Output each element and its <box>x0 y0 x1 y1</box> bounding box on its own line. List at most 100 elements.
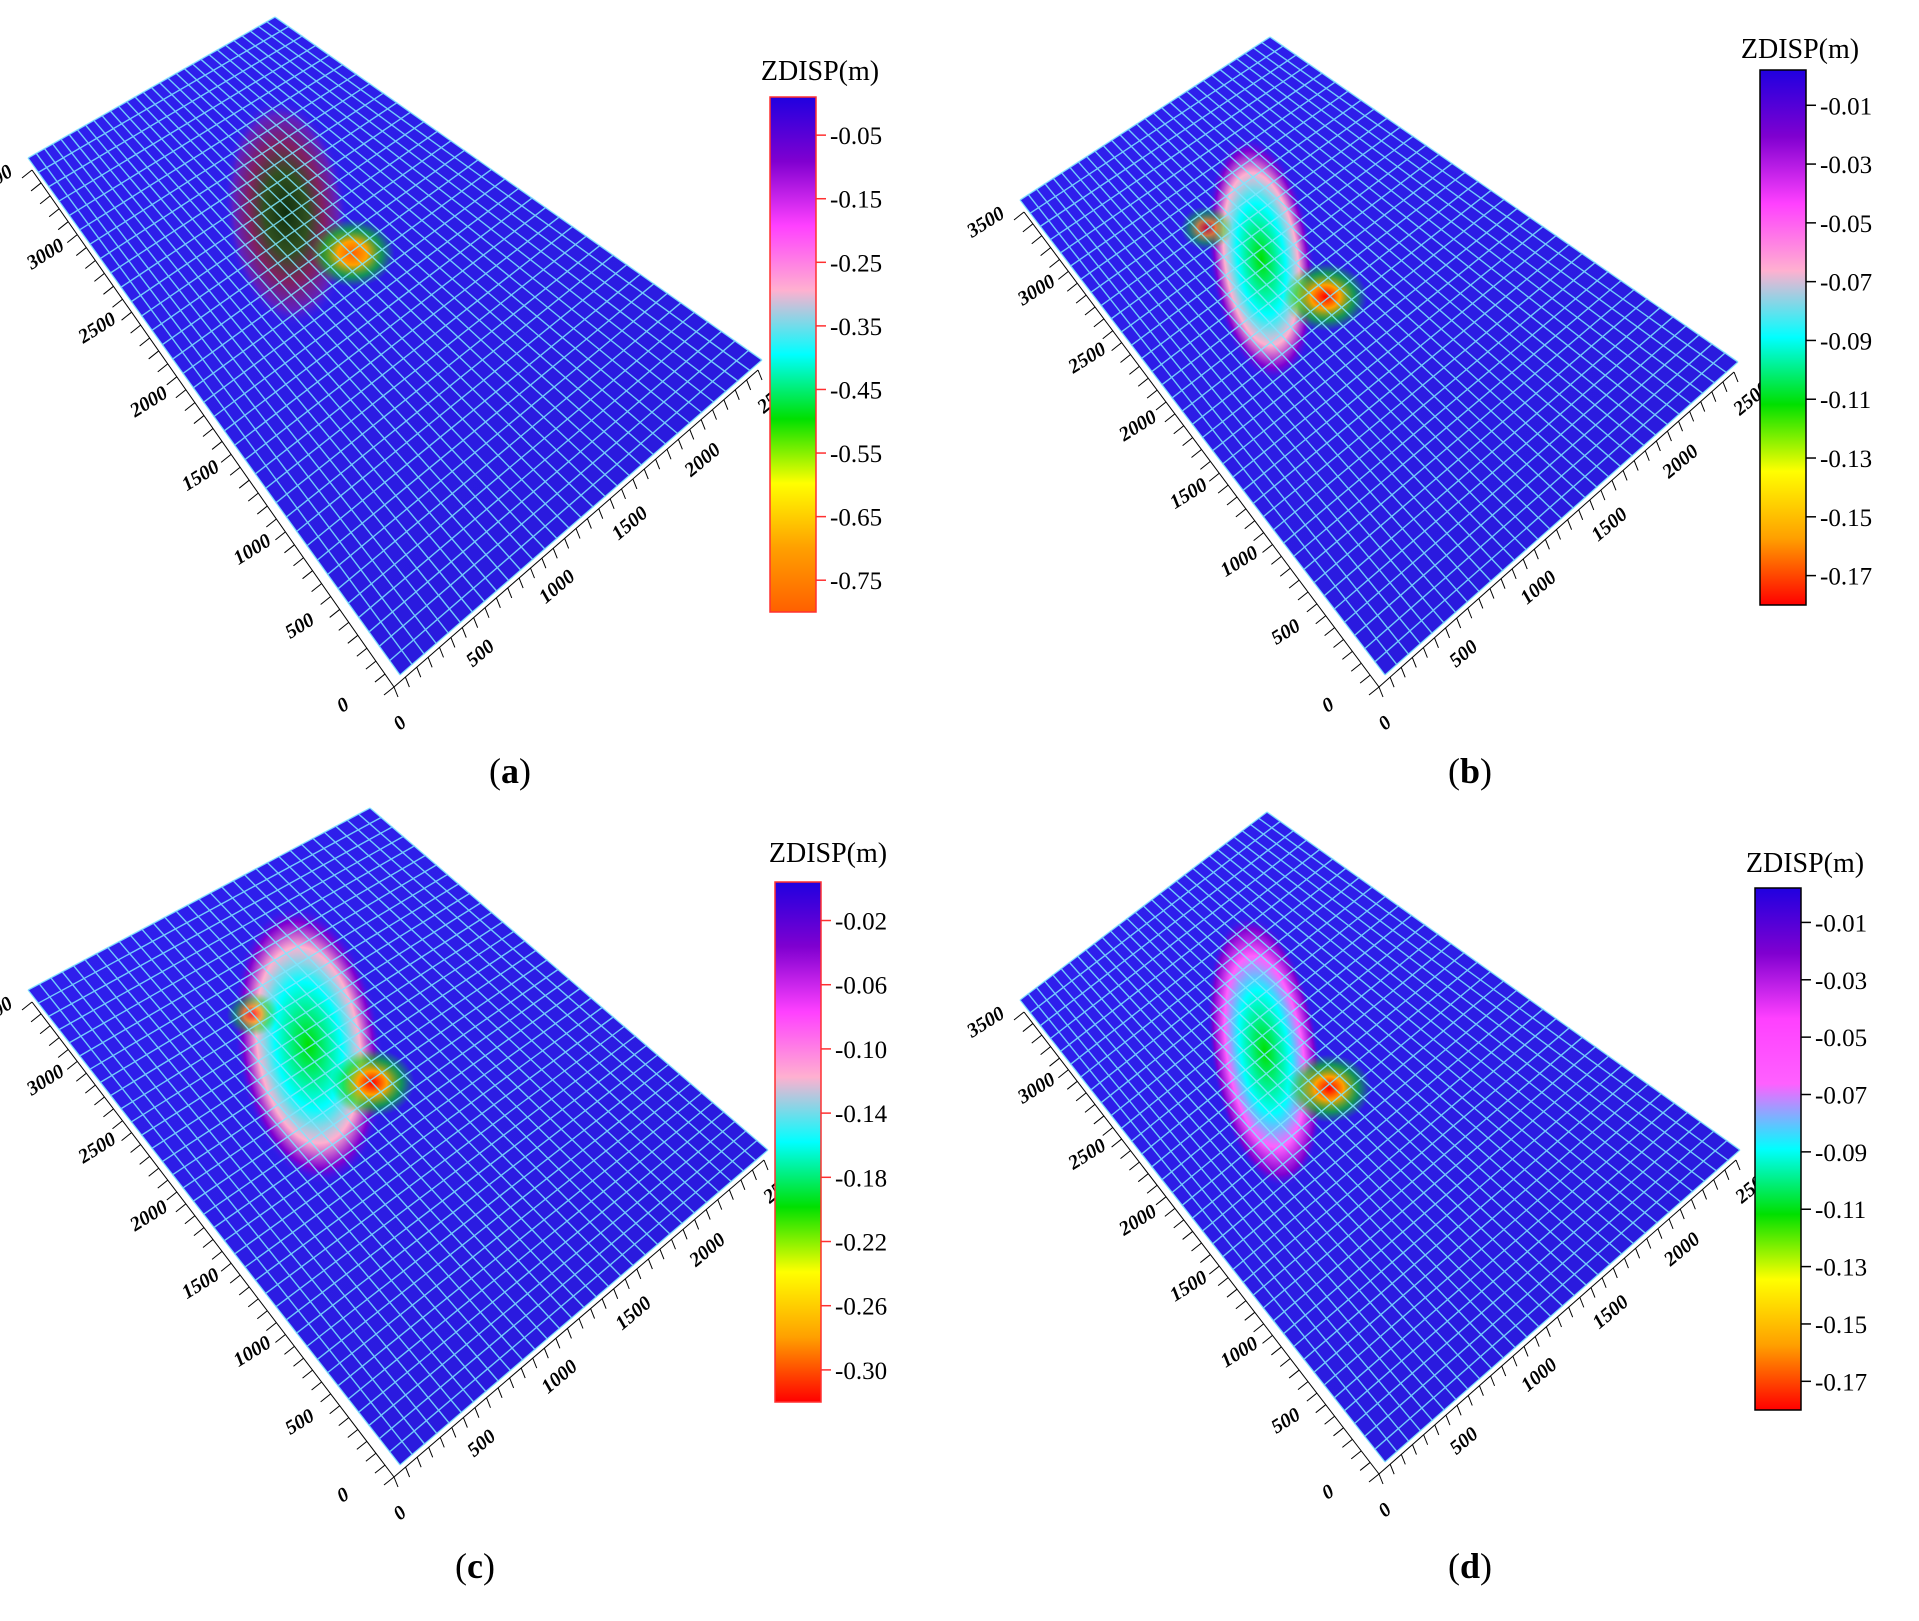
x-tick-label: 1000 <box>1516 566 1561 609</box>
colorbar-tick-label: -0.05 <box>830 123 882 150</box>
caption-open-paren: ( <box>1448 1546 1460 1586</box>
y-tick-label: 3000 <box>22 234 68 274</box>
y-tick-label: 2500 <box>1064 338 1110 378</box>
colorbar-tick-label: -0.25 <box>830 250 882 277</box>
mesh-grid <box>27 807 769 1466</box>
mesh-grid <box>27 16 763 676</box>
x-tick-label: 0 <box>389 1502 411 1525</box>
y-tick-label: 3500 <box>0 160 17 200</box>
axes <box>1013 1011 1741 1485</box>
colorbar-tick-label: -0.11 <box>1820 387 1871 414</box>
y-tick-label: 1500 <box>1166 474 1212 514</box>
panel-a: 0500100015002000250030003500050010001500… <box>0 16 882 791</box>
x-tick-label: 2000 <box>684 1229 730 1272</box>
colorbar-title: ZDISP(m) <box>1741 34 1859 65</box>
panel-caption: (a) <box>489 751 531 791</box>
colorbar-tick-label: -0.11 <box>1815 1197 1866 1224</box>
caption-letter: d <box>1460 1546 1480 1586</box>
colorbar-tick-label: -0.10 <box>835 1037 887 1064</box>
caption-close-paren: ) <box>1480 751 1492 791</box>
y-tick-label: 500 <box>281 609 318 644</box>
y-tick-label: 1000 <box>1217 1332 1263 1372</box>
y-tick-label: 2500 <box>74 1128 120 1168</box>
caption-letter: b <box>1460 751 1480 791</box>
colorbar-tick-label: -0.01 <box>1815 910 1867 937</box>
colorbar-tick-label: -0.06 <box>835 973 887 1000</box>
y-tick-label: 2000 <box>1114 1200 1160 1240</box>
y-tick-label: 2000 <box>125 382 171 422</box>
colorbar-tick-label: -0.01 <box>1820 93 1872 120</box>
y-tick-label: 1500 <box>178 456 224 496</box>
colorbar-tick-label: -0.07 <box>1815 1083 1867 1110</box>
y-tick-label: 3000 <box>22 1060 68 1100</box>
colorbar-tick-label: -0.13 <box>1820 446 1872 473</box>
x-tick-label: 500 <box>1445 636 1482 672</box>
y-tick-label: 0 <box>1318 1480 1338 1504</box>
y-tick-label: 500 <box>1267 1404 1304 1439</box>
panel-caption: (c) <box>455 1546 495 1586</box>
panel-b: 0500100015002000250030003500050010001500… <box>962 34 1872 791</box>
x-tick-label: 2000 <box>1657 440 1703 483</box>
colorbar-tick-label: -0.05 <box>1820 211 1872 238</box>
y-tick-label: 2500 <box>1064 1134 1110 1174</box>
colorbar <box>774 881 822 1403</box>
x-tick-label: 2000 <box>680 439 726 482</box>
colorbar-title: ZDISP(m) <box>769 838 887 869</box>
x-tick-label: 0 <box>389 712 411 735</box>
colorbar-tick-label: -0.13 <box>1815 1255 1867 1282</box>
axes <box>1013 211 1739 698</box>
panel-caption: (d) <box>1448 1546 1492 1586</box>
colorbar-tick-label: -0.09 <box>1820 328 1872 355</box>
axes <box>21 1001 769 1488</box>
panel-d: 0500100015002000250030003500050010001500… <box>962 811 1867 1586</box>
mesh-grid <box>1019 811 1741 1463</box>
x-tick-label: 500 <box>462 635 499 671</box>
y-tick-label: 3500 <box>0 992 17 1032</box>
x-tick-label: 1000 <box>535 565 580 608</box>
colorbar <box>1759 69 1807 606</box>
y-tick-label: 0 <box>1318 693 1338 717</box>
caption-close-paren: ) <box>1480 1546 1492 1586</box>
caption-close-paren: ) <box>519 751 531 791</box>
x-tick-label: 2000 <box>1659 1228 1705 1271</box>
x-tick-label: 500 <box>1445 1423 1482 1459</box>
caption-close-paren: ) <box>483 1546 495 1586</box>
y-tick-label: 2500 <box>74 308 120 348</box>
mesh-grid <box>1019 36 1739 676</box>
colorbar-tick-label: -0.18 <box>835 1165 887 1192</box>
y-tick-label: 3000 <box>1013 270 1059 310</box>
x-tick-label: 500 <box>463 1425 500 1461</box>
colorbar-tick-label: -0.15 <box>830 187 882 214</box>
colorbar-tick-label: -0.03 <box>1815 968 1867 995</box>
colorbar-tick-label: -0.35 <box>830 314 882 341</box>
y-tick-label: 500 <box>1267 615 1304 650</box>
y-tick-label: 1500 <box>178 1264 224 1304</box>
colorbar-tick-label: -0.15 <box>1815 1312 1867 1339</box>
y-tick-label: 1000 <box>1217 542 1263 582</box>
y-tick-label: 0 <box>333 1483 353 1507</box>
max-subsidence-spot <box>1283 262 1368 331</box>
y-tick-label: 500 <box>281 1405 318 1440</box>
y-tick-label: 3000 <box>1013 1068 1059 1108</box>
colorbar-tick-label: -0.02 <box>835 909 887 936</box>
y-tick-label: 1000 <box>230 1332 276 1372</box>
colorbar <box>1754 887 1802 1411</box>
colorbar-tick-label: -0.07 <box>1820 270 1872 297</box>
colorbar-tick-label: -0.22 <box>835 1230 887 1257</box>
colorbar-tick-label: -0.30 <box>835 1358 887 1385</box>
y-tick-label: 1000 <box>230 530 276 570</box>
y-tick-label: 2000 <box>125 1196 171 1236</box>
colorbar-tick-label: -0.03 <box>1820 152 1872 179</box>
x-tick-label: 0 <box>1374 1499 1396 1522</box>
caption-open-paren: ( <box>489 751 501 791</box>
x-tick-label: 0 <box>1374 712 1396 735</box>
colorbar-tick-label: -0.17 <box>1820 564 1872 591</box>
caption-open-paren: ( <box>455 1546 467 1586</box>
colorbar-title: ZDISP(m) <box>761 56 879 87</box>
y-tick-label: 1500 <box>1166 1266 1212 1306</box>
panel-caption: (b) <box>1448 751 1492 791</box>
colorbar-tick-label: -0.14 <box>835 1101 888 1128</box>
colorbar-tick-label: -0.17 <box>1815 1369 1867 1396</box>
caption-open-paren: ( <box>1448 751 1460 791</box>
colorbar-tick-label: -0.75 <box>830 568 882 595</box>
